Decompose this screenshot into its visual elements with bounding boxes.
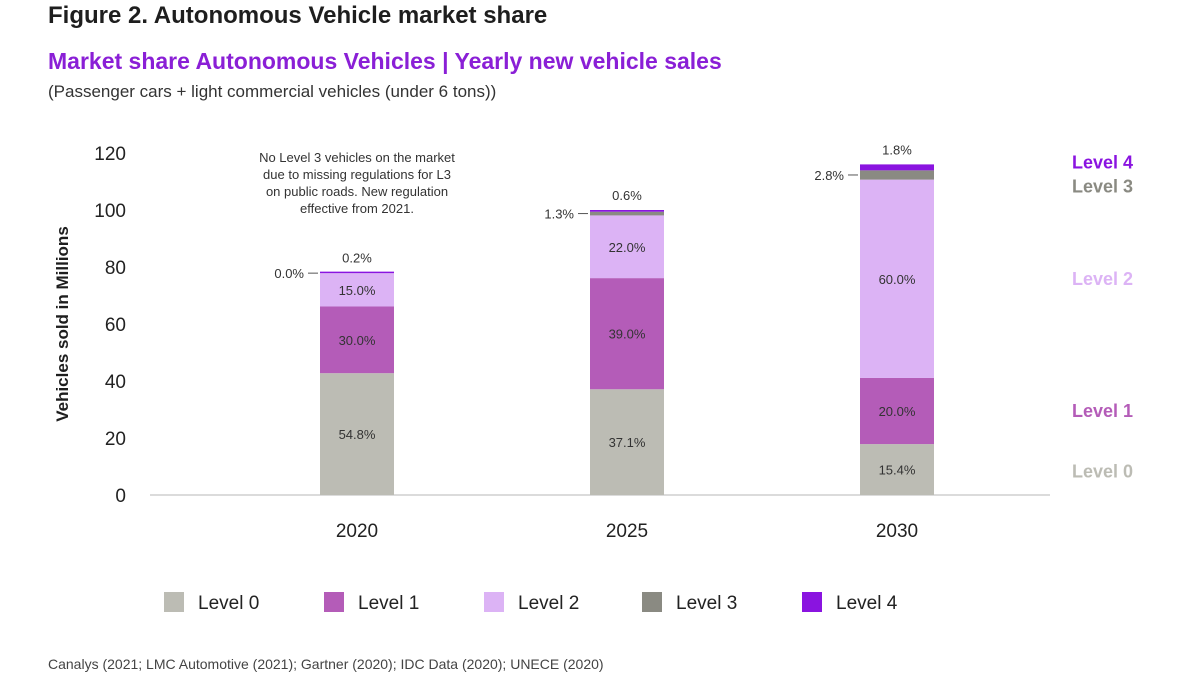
y-axis-label: Vehicles sold in Millions — [53, 226, 72, 422]
bar-segment-level-0-2020 — [320, 373, 394, 495]
source-note: Canalys (2021; LMC Automotive (2021); Ga… — [48, 656, 604, 672]
figure-title: Figure 2. Autonomous Vehicle market shar… — [48, 2, 548, 29]
segment-label: 15.0% — [339, 283, 376, 298]
legend-swatch-level-0 — [164, 592, 184, 612]
bar-segment-level-1-2030 — [860, 377, 934, 445]
segment-label: 30.0% — [339, 333, 376, 348]
legend-swatch-level-1 — [324, 592, 344, 612]
bar-segment-level-3-2030 — [860, 170, 934, 180]
bar-segment-level-4-2025 — [590, 210, 664, 212]
right-label-level-2: Level 2 — [1072, 269, 1133, 289]
segment-label: 0.2% — [342, 251, 372, 266]
y-tick-label: 100 — [94, 201, 126, 222]
x-tick-label: 2025 — [606, 521, 648, 542]
chart-title: Market share Autonomous Vehicles | Yearl… — [48, 48, 722, 74]
stacked-bar-chart: 0 20 40 60 80 100 120 Vehicles sold in Millions… — [53, 142, 1133, 614]
segment-label: 60.0% — [879, 272, 916, 287]
segment-label: 1.3% — [544, 207, 574, 222]
y-tick-label: 0 — [115, 486, 126, 507]
bar-segment-level-4-2020 — [320, 271, 394, 274]
segment-label: 0.6% — [612, 188, 642, 203]
right-label-level-0: Level 0 — [1072, 462, 1133, 482]
bar-segment-level-1-2020 — [320, 306, 394, 374]
bar-segment-level-2-2025 — [590, 215, 664, 279]
segment-label: 1.8% — [882, 142, 912, 157]
bar-segment-level-0-2025 — [590, 389, 664, 495]
y-tick-label: 40 — [105, 372, 126, 393]
legend-label-level-3: Level 3 — [676, 593, 737, 614]
legend-swatch-level-4 — [802, 592, 822, 612]
bar-segment-level-2-2030 — [860, 179, 934, 378]
segment-label: 20.0% — [879, 404, 916, 419]
right-label-level-1: Level 1 — [1072, 401, 1133, 421]
segment-label: 39.0% — [609, 327, 646, 342]
bar-segment-level-3-2025 — [590, 211, 664, 216]
segment-label: 15.4% — [879, 463, 916, 478]
bar-segment-level-0-2030 — [860, 444, 934, 495]
y-tick-label: 20 — [105, 429, 126, 450]
chart-subtitle: (Passenger cars + light commercial vehic… — [48, 82, 497, 101]
legend-swatch-level-2 — [484, 592, 504, 612]
legend-label-level-0: Level 0 — [198, 593, 259, 614]
segment-label: 54.8% — [339, 427, 376, 442]
bar-segment-level-2-2020 — [320, 273, 394, 307]
y-tick-label: 60 — [105, 315, 126, 336]
right-label-level-3: Level 3 — [1072, 176, 1133, 196]
segment-label: 2.8% — [814, 168, 844, 183]
right-label-level-4: Level 4 — [1072, 152, 1133, 172]
y-tick-label: 120 — [94, 144, 126, 165]
bar-segment-level-4-2030 — [860, 164, 934, 171]
annotation-line: due to missing regulations for L3 — [263, 167, 451, 182]
y-tick-label: 80 — [105, 258, 126, 279]
annotation-line: No Level 3 vehicles on the market — [259, 150, 455, 165]
segment-label: 37.1% — [609, 435, 646, 450]
bar-segment-level-1-2025 — [590, 278, 664, 390]
x-tick-label: 2020 — [336, 521, 378, 542]
legend-label-level-1: Level 1 — [358, 593, 419, 614]
x-tick-label: 2030 — [876, 521, 918, 542]
annotation-line: effective from 2021. — [300, 201, 414, 216]
legend-label-level-4: Level 4 — [836, 593, 898, 614]
legend-swatch-level-3 — [642, 592, 662, 612]
annotation-line: on public roads. New regulation — [266, 184, 448, 199]
legend-label-level-2: Level 2 — [518, 593, 579, 614]
segment-label: 22.0% — [609, 240, 646, 255]
segment-label: 0.0% — [274, 266, 304, 281]
